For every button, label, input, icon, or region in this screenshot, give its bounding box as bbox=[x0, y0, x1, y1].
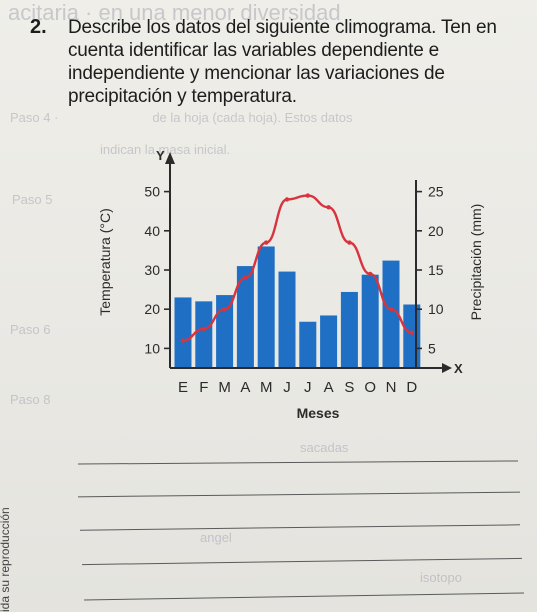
temperature-line bbox=[182, 194, 413, 342]
question-text: Describe los datos del siguiente climogr… bbox=[68, 17, 497, 107]
precipitation-bar bbox=[340, 291, 358, 368]
temperature-point bbox=[264, 240, 269, 245]
show-through-text: angel bbox=[200, 530, 232, 545]
right-tick-label: 15 bbox=[428, 262, 444, 278]
show-through-text: acitaria · en una menor diversidad bbox=[8, 0, 341, 25]
x-axis-label: Meses bbox=[297, 405, 340, 421]
left-axis-label: Temperatura (°C) bbox=[97, 208, 113, 316]
precipitation-bar bbox=[382, 260, 400, 368]
right-tick-label: 25 bbox=[428, 184, 444, 200]
right-axis-label: Precipitación (mm) bbox=[468, 204, 484, 321]
y-axis-arrow bbox=[165, 152, 175, 164]
precipitation-bar bbox=[361, 274, 379, 368]
left-tick-label: 40 bbox=[144, 223, 160, 239]
show-through-text: sacadas bbox=[300, 440, 349, 455]
question-number: 2. bbox=[30, 16, 47, 38]
month-tick-label: D bbox=[406, 379, 417, 396]
temperature-point bbox=[368, 271, 373, 277]
left-tick-label: 50 bbox=[144, 184, 160, 200]
precipitation-bar bbox=[278, 271, 296, 368]
right-tick-label: 20 bbox=[428, 223, 444, 239]
show-through-text: Paso 4 · de la hoja (cada hoja). Estos d… bbox=[10, 110, 353, 125]
precipitation-bar bbox=[174, 297, 192, 368]
temperature-point bbox=[326, 205, 331, 210]
right-tick-label: 5 bbox=[428, 340, 436, 356]
temperature-point bbox=[243, 275, 248, 281]
month-tick-label: M bbox=[260, 379, 273, 396]
temperature-point bbox=[180, 338, 186, 343]
side-margin-text: ida su reproducción bbox=[0, 507, 12, 612]
show-through-text: indican la masa inicial. bbox=[100, 142, 231, 157]
month-tick-label: F bbox=[199, 379, 208, 396]
month-tick-label: E bbox=[178, 379, 188, 396]
month-tick-label: A bbox=[324, 379, 334, 396]
left-tick-label: 10 bbox=[144, 340, 160, 356]
temperature-point bbox=[347, 240, 352, 245]
precipitation-bar bbox=[257, 246, 275, 368]
precipitation-bar bbox=[403, 304, 421, 368]
month-tick-label: S bbox=[344, 379, 354, 396]
month-tick-label: M bbox=[218, 379, 231, 396]
temperature-point bbox=[409, 330, 414, 335]
precipitation-bar bbox=[236, 266, 254, 368]
x-axis-arrow bbox=[442, 363, 452, 373]
x-axis-name: X bbox=[454, 361, 463, 376]
y-axis-name: Y bbox=[156, 148, 165, 163]
month-tick-label: J bbox=[304, 379, 312, 396]
month-tick-label: A bbox=[240, 379, 250, 396]
precipitation-bar bbox=[195, 301, 213, 368]
precipitation-bar bbox=[320, 315, 338, 368]
precipitation-bar bbox=[216, 295, 234, 368]
temperature-point bbox=[305, 193, 310, 198]
show-through-text: Paso 8 bbox=[10, 392, 51, 407]
temperature-point bbox=[222, 307, 227, 312]
month-tick-label: N bbox=[386, 379, 397, 396]
month-tick-label: J bbox=[283, 379, 291, 396]
month-tick-label: O bbox=[364, 379, 376, 396]
show-through-text: isotopo bbox=[420, 570, 462, 585]
temperature-point bbox=[284, 197, 290, 202]
temperature-point bbox=[201, 326, 206, 331]
right-tick-label: 10 bbox=[428, 301, 444, 317]
precipitation-bar bbox=[299, 321, 317, 368]
temperature-point bbox=[388, 307, 394, 312]
show-through-text: Paso 5 bbox=[12, 192, 53, 207]
show-through-text: Paso 6 bbox=[10, 322, 51, 337]
left-tick-label: 30 bbox=[144, 262, 160, 278]
left-tick-label: 20 bbox=[144, 301, 160, 317]
